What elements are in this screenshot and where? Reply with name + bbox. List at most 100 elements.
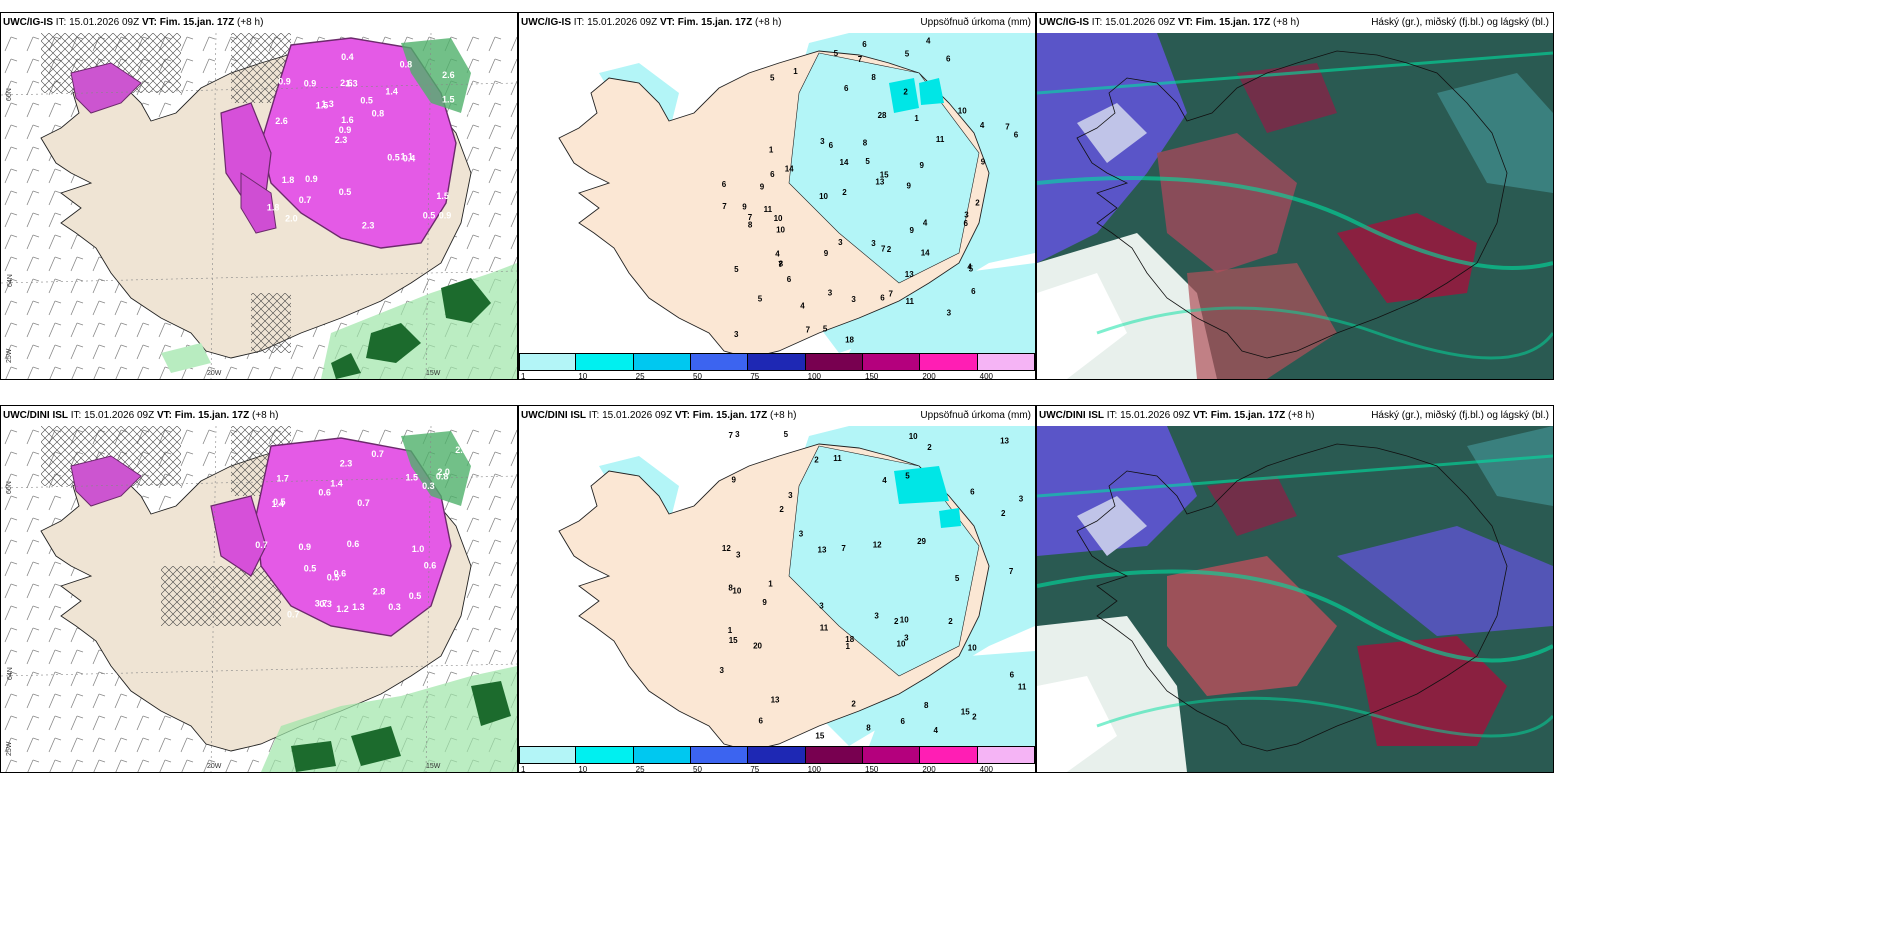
snow-depth-value: 2.8 bbox=[373, 587, 386, 597]
precip-value: 3 bbox=[720, 666, 725, 675]
init-time: IT: 15.01.2026 09Z bbox=[1106, 410, 1191, 421]
lon-label-20: 20W bbox=[207, 763, 222, 770]
precip-value: 3 bbox=[788, 491, 793, 500]
snow-depth-value: 0.6 bbox=[424, 561, 437, 571]
precip-value: 10 bbox=[900, 616, 909, 625]
precip-value: 2 bbox=[887, 245, 892, 254]
precip-value: 13 bbox=[875, 177, 884, 186]
precip-value: 9 bbox=[920, 161, 925, 170]
colorbar-swatch bbox=[633, 353, 691, 371]
precip-value: 1 bbox=[728, 626, 733, 635]
init-time: IT: 15.01.2026 09Z bbox=[573, 17, 658, 28]
valid-label: VT: bbox=[156, 410, 172, 421]
snow-depth-value: 0.5 bbox=[423, 210, 436, 220]
precip-value: 6 bbox=[787, 275, 792, 284]
valid-time: Fim. 15.jan. 17Z bbox=[1210, 410, 1286, 421]
snow-depth-value: 0.3 bbox=[388, 602, 401, 612]
precip-value: 5 bbox=[770, 73, 775, 82]
panel-header: UWC/IG-IS IT: 15.01.2026 09Z VT: Fim. 15… bbox=[3, 17, 263, 28]
precip-value: 10 bbox=[732, 587, 741, 596]
snow-depth-value: 1.4 bbox=[330, 478, 343, 488]
colorbar-tick-label: 200 bbox=[922, 765, 936, 773]
precip-value: 3 bbox=[947, 309, 952, 318]
snow-depth-value: 0.7 bbox=[287, 610, 300, 620]
snow-depth-value: 1.4 bbox=[385, 87, 398, 97]
valid-time: Fim. 15.jan. 17Z bbox=[174, 410, 250, 421]
panel-header: UWC/DINI ISL IT: 15.01.2026 09Z VT: Fim.… bbox=[521, 410, 796, 421]
colorbar-tick-label: 400 bbox=[979, 372, 994, 380]
snow-depth-labels: 0.92.62.62.31.42.02.60.51.81.31.80.71.30… bbox=[267, 52, 473, 230]
precip-value: 15 bbox=[815, 731, 824, 740]
colorbar-tick-label: 50 bbox=[693, 372, 702, 380]
precip-value: 4 bbox=[923, 218, 928, 227]
precip-value: 9 bbox=[742, 203, 747, 212]
precip-value: 5 bbox=[905, 472, 910, 481]
snow-depth-value: 0.7 bbox=[371, 449, 384, 459]
snow-depth-value: 2.6 bbox=[442, 70, 455, 80]
valid-time: Fim. 15.jan. 17Z bbox=[677, 17, 753, 28]
precip-value: 9 bbox=[981, 158, 986, 167]
precip-value: 8 bbox=[779, 260, 784, 269]
precip-value: 7 bbox=[748, 213, 753, 222]
precip-value: 8 bbox=[863, 138, 868, 147]
lat-label-64: 64N bbox=[7, 274, 14, 287]
precip-value: 6 bbox=[829, 141, 834, 150]
model-name: UWC/DINI ISL bbox=[521, 410, 586, 421]
precip-value: 4 bbox=[967, 262, 972, 271]
precip-colorbar: 1 10 25 50 75 100 150 200 400 bbox=[519, 746, 1035, 773]
model-name: UWC/DINI ISL bbox=[3, 410, 68, 421]
precip-value: 5 bbox=[969, 264, 974, 273]
lon-label-15: 15W bbox=[426, 370, 441, 377]
colorbar-tick-label: 1 bbox=[521, 372, 526, 380]
precip-value: 9 bbox=[910, 226, 915, 235]
precip-value: 9 bbox=[907, 182, 912, 191]
colorbar-swatch bbox=[863, 746, 921, 764]
snow-depth-value: 1.5 bbox=[436, 191, 449, 201]
lon-label-25: 25W bbox=[6, 741, 13, 756]
cloud-map bbox=[1037, 33, 1553, 379]
lat-label-66: 66N bbox=[6, 481, 13, 494]
snow-depth-value: 1.7 bbox=[276, 474, 289, 484]
init-time: IT: 15.01.2026 09Z bbox=[1091, 17, 1176, 28]
snow-depth-value: 0.3 bbox=[319, 599, 332, 609]
precip-colorbar: 1 10 25 50 75 100 150 200 400 bbox=[519, 353, 1035, 380]
lon-label-15: 15W bbox=[426, 763, 441, 770]
valid-label: VT: bbox=[674, 410, 690, 421]
precip-value: 13 bbox=[818, 546, 827, 555]
snow-depth-value: 1.0 bbox=[412, 544, 425, 554]
precip-value: 6 bbox=[1010, 671, 1015, 680]
precip-value: 12 bbox=[873, 540, 882, 549]
precip-value: 4 bbox=[926, 37, 931, 46]
precip-value: 1 bbox=[914, 114, 919, 123]
precip-value: 4 bbox=[980, 121, 985, 130]
snow-depth-labels: 0.50.60.70.72.33.72.12.02.81.41.7 1.5 0.80… bbox=[255, 445, 468, 619]
precip-value: 4 bbox=[934, 726, 939, 735]
panel-header: UWC/IG-IS IT: 15.01.2026 09Z VT: Fim. 15… bbox=[1039, 17, 1299, 28]
lon-label-25: 25W bbox=[6, 348, 13, 363]
snow-depth-value: 0.9 bbox=[439, 211, 452, 221]
precip-value: 5 bbox=[758, 294, 763, 303]
precip-value: 3 bbox=[871, 239, 876, 248]
panel-title-precip: Uppsöfnuð úrkoma (mm) bbox=[920, 17, 1031, 28]
snow-depth-value: 2.6 bbox=[275, 116, 288, 126]
colorbar-swatch bbox=[805, 746, 863, 764]
precip-value: 7 bbox=[858, 55, 863, 64]
precip-value: 2 bbox=[975, 199, 980, 208]
colorbar-tick-label: 100 bbox=[807, 372, 822, 380]
precip-value: 7 bbox=[881, 245, 886, 254]
colorbar-swatch bbox=[576, 746, 634, 764]
snow-depth-value: 0.7 bbox=[357, 498, 370, 508]
precip-value: 6 bbox=[722, 180, 727, 189]
snow-depth-value: 0.3 bbox=[422, 481, 435, 491]
colorbar-tick-label: 10 bbox=[578, 765, 588, 773]
snow-depth-value: 0.5 bbox=[387, 152, 400, 162]
colorbar-tick-label: 25 bbox=[635, 765, 645, 773]
precip-value: 3 bbox=[1019, 495, 1024, 504]
precip-value: 10 bbox=[909, 432, 918, 441]
snow-depth-value: 0.4 bbox=[403, 154, 416, 164]
panel-title-clouds: Háský (gr.), miðský (fj.bl.) og lágský (… bbox=[1371, 410, 1549, 421]
colorbar-tick-label: 150 bbox=[865, 765, 879, 773]
snow-depth-value: 0.5 bbox=[327, 572, 340, 582]
precip-value: 7 bbox=[1005, 123, 1010, 132]
